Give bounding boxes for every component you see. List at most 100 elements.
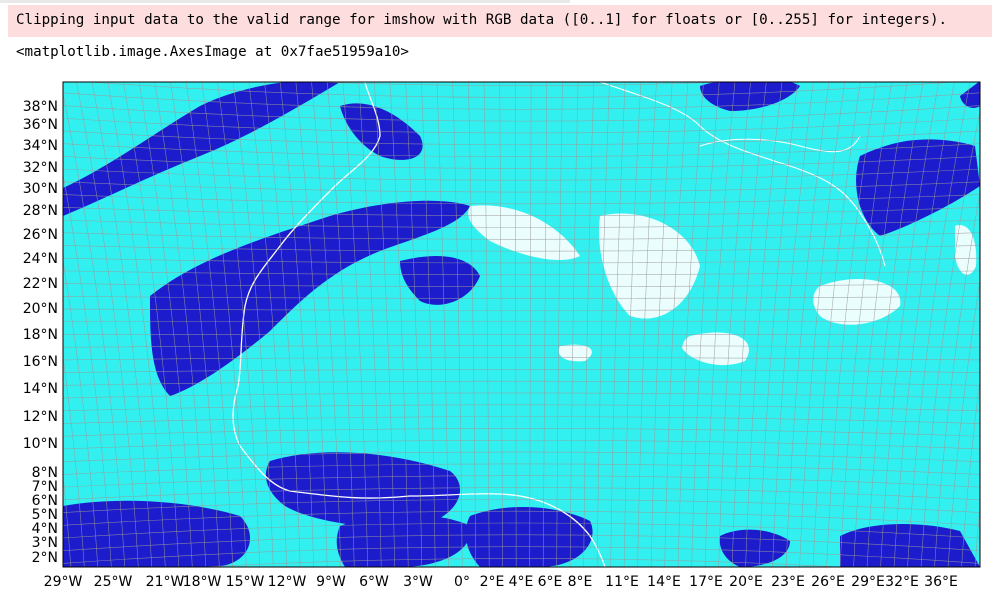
graticule-latitude-line	[63, 546, 980, 564]
longitude-tick-label: 29°W	[44, 574, 83, 590]
graticule-latitude-line	[308, 82, 735, 86]
graticule-longitude-line	[569, 82, 579, 567]
graticule-longitude-line	[610, 82, 626, 567]
graticule-latitude-line	[63, 105, 980, 122]
graticule-longitude-line	[785, 82, 830, 567]
latitude-tick-label: 20°N	[23, 301, 58, 317]
graticule-longitude-line	[185, 82, 234, 567]
graticule-longitude-line	[961, 377, 980, 567]
graticule-longitude-line	[342, 82, 369, 567]
longitude-tick-label: 4°E	[509, 574, 534, 590]
graticule-longitude-line	[637, 82, 657, 567]
longitude-tick-label: 29°E	[851, 574, 885, 590]
graticule-longitude-line	[63, 355, 85, 567]
graticule-latitude-line	[63, 487, 980, 501]
coastline	[232, 82, 606, 567]
longitude-tick-label: 25°W	[94, 574, 133, 590]
graticule-latitude-line	[63, 308, 980, 311]
longitude-tick-label: 2°E	[480, 574, 505, 590]
graticule-longitude-line	[389, 82, 409, 567]
graticule-longitude-line	[718, 82, 751, 567]
longitude-tick-label: 12°W	[268, 574, 307, 590]
longitude-tick-label: 14°E	[647, 574, 681, 590]
latitude-tick-label: 14°N	[23, 381, 58, 397]
graticule-longitude-line	[264, 82, 301, 567]
satellite-map-figure: 38°N 36°N 34°N 32°N 30°N 28°N 26°N 24°N 22°N 20°N…	[23, 81, 981, 590]
graticule-latitude-line	[63, 404, 980, 412]
cell-output-repr: <matplotlib.image.AxesImage at 0x7fae519…	[16, 44, 409, 60]
graticule-longitude-line	[452, 82, 463, 567]
longitude-tick-label: 9°W	[316, 574, 346, 590]
latitude-tick-label: 30°N	[23, 181, 58, 197]
graticule-longitude-line	[154, 82, 207, 567]
latitude-tick-label: 3°N	[32, 535, 58, 551]
latitude-tick-label: 12°N	[23, 409, 58, 425]
graticule-latitude-line	[63, 143, 980, 157]
graticule-latitude-line	[63, 369, 980, 373]
graticule-latitude-line	[63, 257, 980, 264]
graticule-longitude-line	[170, 82, 220, 567]
graticule-longitude-line	[691, 82, 720, 567]
latitude-tick-label: 16°N	[23, 354, 58, 370]
graticule-longitude-line	[63, 92, 126, 567]
graticule-latitude-line	[63, 463, 980, 475]
graticule-longitude-line	[279, 82, 315, 567]
graticule-latitude-line	[63, 345, 980, 348]
cell-divider	[0, 0, 570, 3]
latitude-tick-label: 10°N	[23, 436, 58, 452]
latitude-tick-label: 24°N	[23, 251, 58, 267]
graticule-longitude-line	[436, 82, 449, 567]
graticule-longitude-line	[704, 82, 736, 567]
graticule-longitude-line	[731, 82, 767, 567]
graticule-longitude-line	[529, 82, 532, 567]
latitude-tick-label: 22°N	[23, 276, 58, 292]
graticule-latitude-line	[63, 156, 980, 169]
latitude-tick-label: 5°N	[32, 507, 58, 523]
graticule-longitude-line	[483, 82, 490, 567]
graticule-longitude-line	[623, 82, 642, 567]
graticule-longitude-line	[934, 190, 980, 567]
latitude-tick-label: 28°N	[23, 203, 58, 219]
latitude-tick-label: 2°N	[32, 550, 58, 566]
graticule-latitude-line	[63, 439, 980, 450]
stderr-warning: Clipping input data to the valid range f…	[8, 5, 992, 37]
axes-frame	[62, 81, 981, 568]
graticule-longitude-line	[826, 82, 877, 567]
latitude-tick-label: 34°N	[23, 138, 58, 154]
graticule-longitude-line	[812, 82, 861, 567]
graticule-latitude-line	[197, 558, 846, 567]
graticule-longitude-line	[405, 82, 423, 567]
longitude-tick-label: 6°E	[538, 574, 563, 590]
longitude-tick-label: 26°E	[811, 574, 845, 590]
graticule-longitude-line	[311, 82, 342, 567]
graticule-longitude-line	[63, 472, 72, 567]
graticule-latitude-line	[63, 168, 980, 181]
graticule-longitude-line	[758, 82, 798, 567]
graticule-latitude-line	[63, 130, 980, 146]
graticule-longitude-line	[515, 82, 517, 567]
graticule-longitude-line	[63, 172, 112, 567]
graticule-longitude-line	[201, 82, 247, 567]
longitude-tick-label: 21°W	[146, 574, 185, 590]
graticule-latitude-line	[63, 206, 980, 216]
graticule-latitude-line	[63, 534, 980, 552]
latitude-tick-label: 26°N	[23, 227, 58, 243]
graticule-longitude-line	[920, 109, 980, 567]
graticule-longitude-line	[91, 82, 153, 567]
graticule-latitude-line	[63, 510, 980, 526]
longitude-tick-label: 32°E	[885, 574, 919, 590]
graticule-longitude-line	[664, 82, 689, 567]
graticule-longitude-line	[63, 258, 99, 567]
graticule-longitude-line	[745, 82, 783, 567]
graticule-latitude-line	[63, 296, 980, 299]
graticule-latitude-line	[63, 499, 980, 513]
graticule-latitude-line	[63, 232, 980, 240]
graticule-longitude-line	[677, 82, 704, 567]
longitude-tick-labels: 29°W 25°W 21°W18°W 15°W 12°W 9°W 6°W 3°W 0° 2°E 4°…	[44, 574, 958, 590]
longitude-tick-label: 36°E	[924, 574, 958, 590]
map-image	[63, 82, 980, 567]
graticule-latitude-line	[63, 117, 980, 134]
graticule-latitude-line	[63, 181, 980, 193]
graticule-latitude-line	[63, 475, 980, 488]
graticule-latitude-line	[63, 522, 980, 539]
